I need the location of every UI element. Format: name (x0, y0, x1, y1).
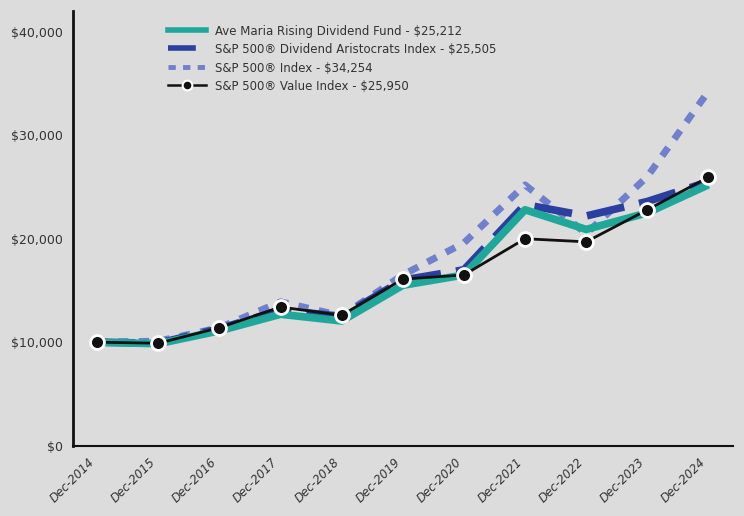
Legend: Ave Maria Rising Dividend Fund - $25,212, S&P 500® Dividend Aristocrats Index - : Ave Maria Rising Dividend Fund - $25,212… (164, 21, 500, 96)
